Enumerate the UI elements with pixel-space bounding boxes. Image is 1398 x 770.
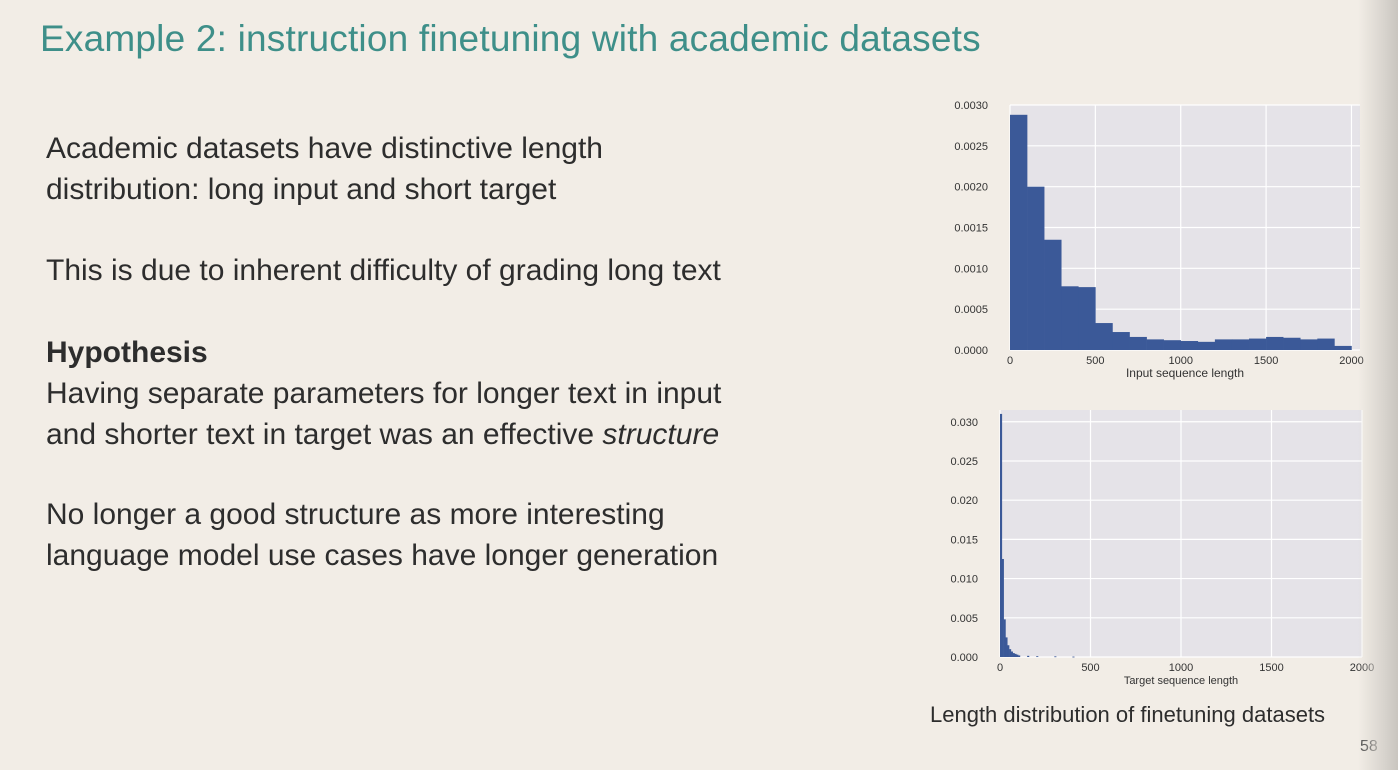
edge-shadow xyxy=(1358,0,1398,770)
histogram-bar xyxy=(1003,619,1006,657)
histogram-bar xyxy=(1061,286,1079,350)
y-tick-label: 0.015 xyxy=(950,534,978,546)
histogram-bar xyxy=(1007,645,1010,657)
histogram-bar xyxy=(1018,655,1021,657)
target-length-histogram: 0.000 0.005 0.010 0.015 0.020 0.025 0.030 0 500 1… xyxy=(930,405,1374,700)
histogram-bar xyxy=(1010,114,1028,350)
histogram-bar xyxy=(1027,186,1045,350)
histogram-bar xyxy=(1334,345,1352,350)
hypothesis-text: and shorter text in target was an effect… xyxy=(46,418,603,451)
histogram-bar xyxy=(1317,338,1335,350)
hypothesis-block: Hypothesis Having separate parameters fo… xyxy=(46,332,721,455)
histogram-bar xyxy=(1014,653,1017,657)
histogram-bar xyxy=(1197,341,1216,350)
paragraph-line: Academic datasets have distinctive lengt… xyxy=(46,132,603,165)
figure-caption: Length distribution of finetuning datase… xyxy=(930,702,1326,727)
histogram-bar xyxy=(1266,336,1284,350)
histogram-bar xyxy=(1009,649,1012,657)
y-tick-label: 0.000 xyxy=(950,652,978,664)
input-length-histogram: 0.0000 0.0005 0.0010 0.0015 0.0020 0.0025 0.00… xyxy=(930,95,1370,395)
hypothesis-emphasis: structure xyxy=(602,418,720,451)
y-tick-label: 0.0025 xyxy=(954,141,988,153)
paragraph-line: No longer a good structure as more inter… xyxy=(46,498,665,531)
histogram-bar xyxy=(1146,339,1164,350)
slide-title: Example 2: instruction finetuning with a… xyxy=(40,18,981,59)
histogram-bar xyxy=(1027,655,1030,657)
histogram-bar xyxy=(1249,338,1267,350)
y-tick-label: 0.020 xyxy=(950,495,978,507)
paragraph-line: and shorter text in target was an effect… xyxy=(46,414,721,455)
histogram-bar xyxy=(1072,656,1075,658)
x-tick-label: 1500 xyxy=(1259,662,1283,674)
x-tick-label: 2000 xyxy=(1339,355,1363,367)
paragraph-academic-datasets: Academic datasets have distinctive lengt… xyxy=(46,128,603,210)
y-tick-label: 0.005 xyxy=(950,613,978,625)
y-tick-label: 0.025 xyxy=(950,456,978,468)
y-tick-label: 0.0030 xyxy=(954,100,988,112)
paragraph-grading-difficulty: This is due to inherent difficulty of gr… xyxy=(46,250,721,291)
x-tick-label: 0 xyxy=(1007,355,1013,367)
paragraph-line: This is due to inherent difficulty of gr… xyxy=(46,254,721,287)
y-tick-label: 0.0020 xyxy=(954,182,988,194)
histogram-bar xyxy=(1036,656,1039,658)
histogram-bar xyxy=(1054,656,1057,658)
histogram-bar xyxy=(1300,339,1318,350)
histogram-bar xyxy=(1095,323,1113,350)
y-tick-label: 0.0015 xyxy=(954,223,988,235)
paragraph-no-longer-good: No longer a good structure as more inter… xyxy=(46,494,718,576)
histogram-bar xyxy=(1112,332,1130,350)
y-tick-label: 0.010 xyxy=(950,574,978,586)
histogram-bar xyxy=(1012,653,1015,657)
histogram-bar xyxy=(1005,637,1008,657)
x-axis-label: Input sequence length xyxy=(1126,366,1244,380)
histogram-bar xyxy=(1016,654,1019,657)
y-tick-label: 0.0000 xyxy=(954,345,988,357)
x-tick-label: 1000 xyxy=(1169,662,1193,674)
x-tick-label: 500 xyxy=(1086,355,1104,367)
histogram-bar xyxy=(1001,558,1004,657)
histogram-bar xyxy=(1000,413,1003,657)
x-tick-label: 500 xyxy=(1081,662,1099,674)
x-tick-label: 1500 xyxy=(1254,355,1278,367)
histogram-bar xyxy=(1010,651,1013,657)
y-tick-label: 0.0005 xyxy=(954,304,988,316)
histogram-bar xyxy=(1180,341,1199,350)
hypothesis-heading: Hypothesis xyxy=(46,336,208,369)
histogram-bar xyxy=(1044,239,1062,350)
x-tick-label: 1000 xyxy=(1168,355,1192,367)
paragraph-line: Having separate parameters for longer te… xyxy=(46,377,722,410)
histogram-bar xyxy=(1283,337,1301,350)
y-tick-label: 0.030 xyxy=(950,417,978,429)
x-axis-label: Target sequence length xyxy=(1124,675,1238,687)
histogram-bar xyxy=(1231,339,1250,350)
histogram-bar xyxy=(1163,340,1182,350)
histogram-bar xyxy=(1129,336,1147,350)
paragraph-line: distribution: long input and short targe… xyxy=(46,173,557,206)
histogram-bar xyxy=(1078,287,1096,350)
histogram-bar xyxy=(1214,339,1233,350)
x-tick-label: 0 xyxy=(997,662,1003,674)
y-tick-label: 0.0010 xyxy=(954,263,988,275)
paragraph-line: language model use cases have longer gen… xyxy=(46,539,719,572)
